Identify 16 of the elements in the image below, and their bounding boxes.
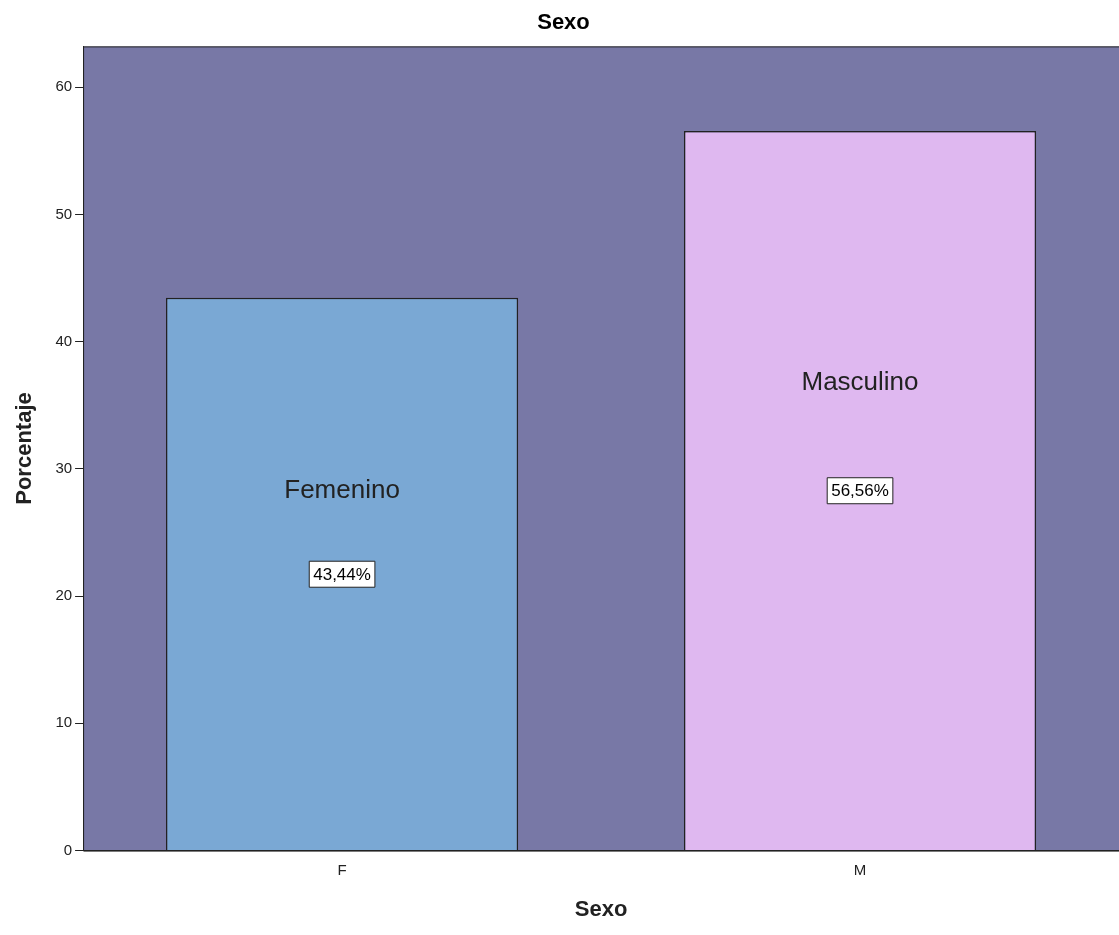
y-tick-label: 20 <box>55 586 73 604</box>
data-label: 43,44% <box>313 564 371 584</box>
annotation: Femenino <box>284 474 400 505</box>
y-axis-title: Porcentaje <box>11 392 37 505</box>
x-tick-label: M <box>853 860 867 878</box>
chart-title: Sexo <box>537 9 590 35</box>
annotation: Masculino <box>801 365 919 396</box>
y-tick-label: 0 <box>63 840 73 858</box>
y-tick-label: 40 <box>55 331 73 349</box>
y-tick-label: 30 <box>55 459 73 476</box>
x-axis-title: Sexo <box>574 895 628 921</box>
x-tick-label: F <box>337 860 347 878</box>
y-tick-label: 10 <box>55 713 73 731</box>
data-label: 56,56% <box>831 481 889 501</box>
y-tick-label: 60 <box>55 77 73 95</box>
y-tick-label: 50 <box>55 204 73 222</box>
